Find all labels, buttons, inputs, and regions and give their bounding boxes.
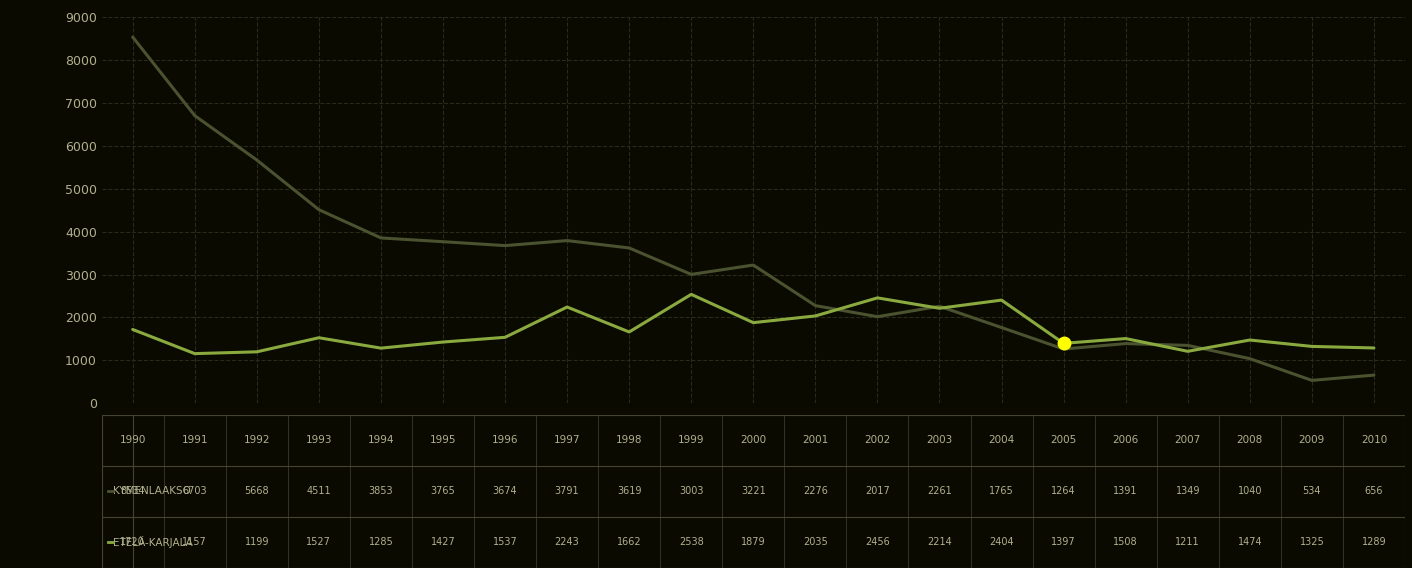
Text: 1285: 1285 xyxy=(369,537,394,548)
Text: 656: 656 xyxy=(1364,486,1384,496)
Text: 1264: 1264 xyxy=(1052,486,1076,496)
Text: 2007: 2007 xyxy=(1175,435,1200,445)
Text: 2010: 2010 xyxy=(1361,435,1387,445)
Text: 1349: 1349 xyxy=(1175,486,1200,496)
Text: 3853: 3853 xyxy=(369,486,394,496)
Text: 1391: 1391 xyxy=(1114,486,1138,496)
Text: 1720: 1720 xyxy=(120,537,145,548)
Text: 2276: 2276 xyxy=(803,486,827,496)
Text: 2456: 2456 xyxy=(866,537,890,548)
Text: 1508: 1508 xyxy=(1113,537,1138,548)
Text: 1662: 1662 xyxy=(617,537,641,548)
Text: 2000: 2000 xyxy=(740,435,767,445)
Text: 3619: 3619 xyxy=(617,486,641,496)
Text: 2002: 2002 xyxy=(864,435,891,445)
Text: 2006: 2006 xyxy=(1113,435,1139,445)
Text: 2035: 2035 xyxy=(803,537,827,548)
Text: 1990: 1990 xyxy=(120,435,145,445)
Text: 4511: 4511 xyxy=(306,486,332,496)
Text: 2003: 2003 xyxy=(926,435,953,445)
Text: ETELÄ-KARJALA: ETELÄ-KARJALA xyxy=(113,537,193,548)
Text: 1211: 1211 xyxy=(1175,537,1200,548)
Text: 1427: 1427 xyxy=(431,537,456,548)
Text: 2243: 2243 xyxy=(555,537,579,548)
Text: 1997: 1997 xyxy=(554,435,580,445)
Text: 1474: 1474 xyxy=(1237,537,1262,548)
Text: 2009: 2009 xyxy=(1299,435,1324,445)
Text: 2538: 2538 xyxy=(679,537,703,548)
Text: 1991: 1991 xyxy=(182,435,208,445)
Text: 1289: 1289 xyxy=(1361,537,1387,548)
Text: 1325: 1325 xyxy=(1299,537,1324,548)
Text: 2001: 2001 xyxy=(802,435,829,445)
Text: 1397: 1397 xyxy=(1052,537,1076,548)
Text: 3003: 3003 xyxy=(679,486,703,496)
Text: 1157: 1157 xyxy=(182,537,208,548)
Text: 2404: 2404 xyxy=(990,537,1014,548)
Text: 2005: 2005 xyxy=(1051,435,1077,445)
Text: 2214: 2214 xyxy=(928,537,952,548)
Text: 1993: 1993 xyxy=(305,435,332,445)
Text: 3791: 3791 xyxy=(555,486,579,496)
Text: 5668: 5668 xyxy=(244,486,270,496)
Text: 8534: 8534 xyxy=(120,486,145,496)
Text: 1040: 1040 xyxy=(1237,486,1262,496)
Text: 1995: 1995 xyxy=(429,435,456,445)
Text: 534: 534 xyxy=(1303,486,1322,496)
Text: 1765: 1765 xyxy=(990,486,1014,496)
Text: 1527: 1527 xyxy=(306,537,332,548)
Text: 1199: 1199 xyxy=(244,537,270,548)
Text: 2004: 2004 xyxy=(988,435,1015,445)
Text: 6703: 6703 xyxy=(182,486,208,496)
Text: 3221: 3221 xyxy=(741,486,765,496)
Text: 1879: 1879 xyxy=(741,537,765,548)
Text: 1999: 1999 xyxy=(678,435,705,445)
Text: 2261: 2261 xyxy=(928,486,952,496)
Text: 3674: 3674 xyxy=(493,486,517,496)
Text: KYMENLAAKSO: KYMENLAAKSO xyxy=(113,486,192,496)
Text: 1998: 1998 xyxy=(616,435,642,445)
Text: 1996: 1996 xyxy=(491,435,518,445)
Text: 2008: 2008 xyxy=(1237,435,1262,445)
Text: 3765: 3765 xyxy=(431,486,456,496)
Text: 1994: 1994 xyxy=(367,435,394,445)
Text: 1992: 1992 xyxy=(243,435,270,445)
Text: 2017: 2017 xyxy=(866,486,890,496)
Text: 1537: 1537 xyxy=(493,537,517,548)
